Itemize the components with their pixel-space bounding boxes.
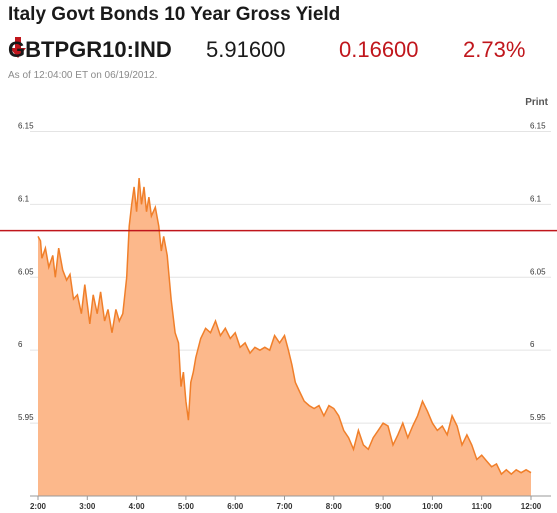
as-of-timestamp: As of 12:04:00 ET on 06/19/2012. — [8, 70, 158, 81]
quote-summary: GBTPGR10:IND 5.91600 0.16600 2.73% — [8, 36, 553, 66]
page-title: Italy Govt Bonds 10 Year Gross Yield — [8, 4, 341, 25]
y-tick-label-left: 6.1 — [18, 194, 30, 203]
y-tick-label-right: 6.05 — [530, 267, 546, 276]
y-tick-label-left: 5.95 — [18, 413, 34, 422]
y-tick-label-right: 6 — [530, 340, 535, 349]
x-tick-label: 11:00 — [472, 502, 493, 511]
last-price: 5.91600 — [206, 37, 286, 62]
print-button[interactable]: Print — [525, 97, 548, 108]
area-layer — [37, 178, 532, 496]
down-arrow-icon — [10, 37, 26, 58]
yield-chart: 5.95 5.95 6 6 6.05 6.05 6.1 6.1 6.15 6.15 2:00 3:00… — [0, 121, 557, 511]
x-tick-label: 10:00 — [422, 502, 443, 511]
x-tick-label: 6:00 — [227, 502, 244, 511]
price-change: 0.16600 — [339, 37, 419, 62]
y-tick-label-left: 6 — [18, 340, 23, 349]
x-tick-label: 7:00 — [276, 502, 293, 511]
y-tick-label-left: 6.15 — [18, 121, 34, 130]
y-tick-label-left: 6.05 — [18, 267, 34, 276]
x-tick-label: 3:00 — [79, 502, 96, 511]
x-tick-label: 8:00 — [326, 502, 343, 511]
x-tick-label: 5:00 — [178, 502, 195, 511]
y-tick-label-right: 6.15 — [530, 121, 546, 130]
x-tick-label: 4:00 — [129, 502, 146, 511]
axis-layer: 5.95 5.95 6 6 6.05 6.05 6.1 6.1 6.15 6.15 2:00 3:00… — [18, 121, 551, 511]
x-tick-label: 2:00 — [30, 502, 47, 511]
percent-change: 2.73% — [463, 37, 526, 62]
y-tick-label-right: 5.95 — [530, 413, 546, 422]
x-tick-label: 12:00 — [521, 502, 542, 511]
ticker-symbol: GBTPGR10:IND — [8, 37, 172, 62]
x-tick-label: 9:00 — [375, 502, 392, 511]
series-line — [37, 178, 532, 476]
y-tick-label-right: 6.1 — [530, 194, 542, 203]
